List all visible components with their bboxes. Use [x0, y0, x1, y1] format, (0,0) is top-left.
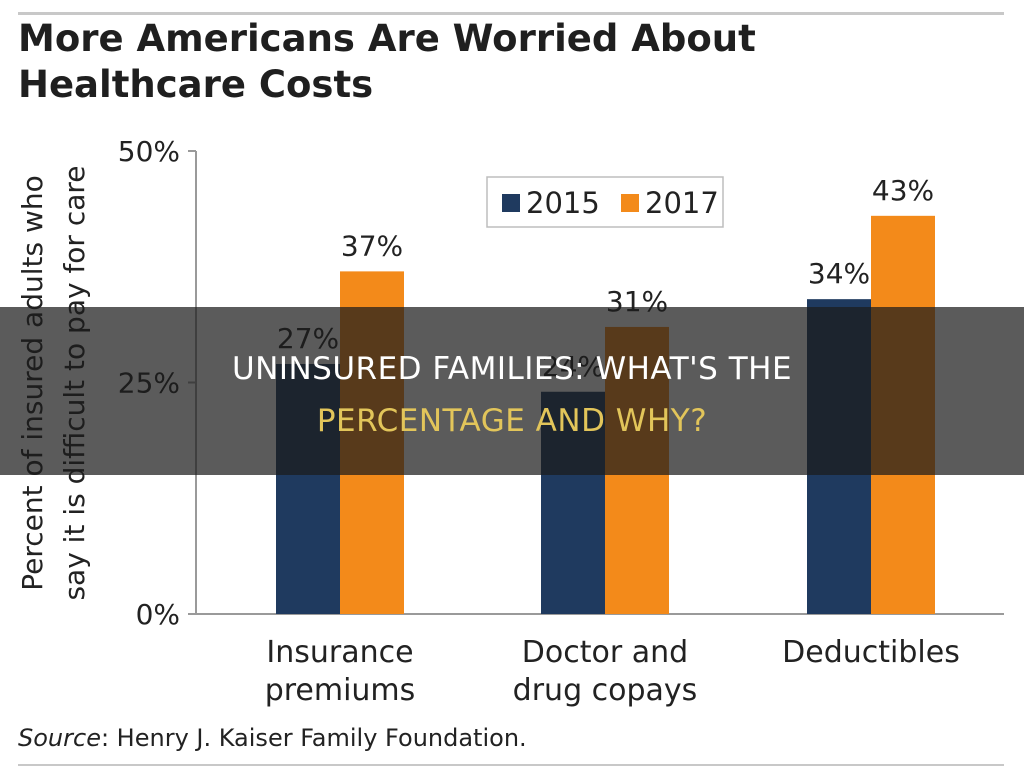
- legend: 2015 2017: [486, 176, 724, 228]
- chart-title-line-2: Healthcare Costs: [18, 63, 374, 106]
- legend-swatch-2017: [621, 194, 639, 212]
- legend-label-2017: 2017: [645, 186, 719, 220]
- banner-line-1: UNINSURED FAMILIES: WHAT'S THE: [231, 351, 793, 387]
- x-category-label: Doctor and: [522, 635, 688, 670]
- legend-box: [486, 176, 724, 228]
- x-category-label: premiums: [265, 673, 416, 708]
- data-label-2017: 37%: [341, 229, 403, 262]
- overlay-banner-text: UNINSURED FAMILIES: WHAT'S THE PERCENTAG…: [0, 343, 1024, 447]
- legend-label-2015: 2015: [526, 186, 600, 220]
- top-rule: [18, 12, 1004, 15]
- y-tick-label: 50%: [118, 135, 180, 168]
- x-category-label: Deductibles: [782, 635, 960, 670]
- bottom-rule: [18, 764, 1004, 766]
- chart-title: More Americans Are Worried About Healthc…: [18, 16, 918, 108]
- legend-swatch-2015: [502, 194, 520, 212]
- x-category-label: Insurance: [266, 635, 413, 670]
- overlay-banner: [0, 307, 1024, 475]
- source-note: Source: Henry J. Kaiser Family Foundatio…: [18, 724, 527, 752]
- data-label-2015: 34%: [808, 257, 870, 290]
- banner-line-2: PERCENTAGE AND WHY?: [316, 403, 708, 439]
- x-category-label: drug copays: [513, 673, 698, 708]
- y-tick-label: 0%: [136, 598, 180, 631]
- data-label-2017: 43%: [872, 174, 934, 207]
- source-label: Source: [18, 724, 101, 752]
- source-text: : Henry J. Kaiser Family Foundation.: [100, 724, 527, 752]
- chart-title-line-1: More Americans Are Worried About: [18, 17, 756, 60]
